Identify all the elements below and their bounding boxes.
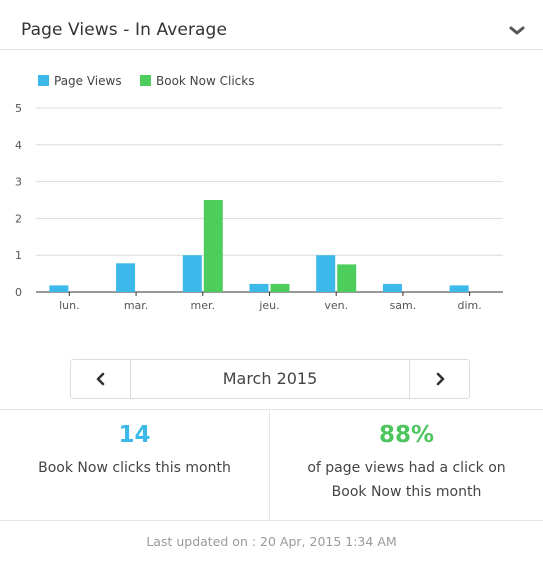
click-ratio-value: 88% (378, 422, 435, 448)
legend-label-1: Page Views (54, 74, 122, 88)
chevron-left-icon (96, 372, 104, 386)
bar-page-views-4 (249, 283, 269, 292)
bar-page-views-6 (382, 283, 402, 292)
bar-page-views-7 (449, 285, 469, 292)
legend-label-2: Book Now Clicks (156, 74, 254, 88)
click-ratio-stat: 88% of page views had a click on Book No… (270, 410, 543, 521)
bar-book-now-clicks-4 (270, 283, 290, 292)
chevron-down-icon (509, 26, 525, 35)
bar-book-now-clicks-5 (337, 264, 357, 292)
x-tick-label-4: jeu. (258, 299, 279, 312)
x-tick-label-6: sam. (390, 299, 417, 312)
legend-swatch-2 (140, 75, 151, 86)
panel-header: Page Views - In Average (0, 0, 543, 50)
y-tick-label-4: 4 (15, 139, 22, 152)
x-tick-label-7: dim. (458, 299, 482, 312)
last-updated-text: Last updated on : 20 Apr, 2015 1:34 AM (146, 534, 397, 549)
panel-title: Page Views - In Average (21, 20, 228, 40)
previous-month-button[interactable] (71, 360, 131, 398)
bar-page-views-3 (182, 255, 202, 292)
bar-page-views-5 (316, 255, 336, 292)
bar-page-views-2 (116, 263, 136, 292)
next-month-button[interactable] (409, 360, 469, 398)
book-now-clicks-value: 14 (118, 422, 151, 448)
y-tick-label-1: 1 (15, 249, 22, 262)
bar-page-views-1 (49, 285, 69, 292)
y-tick-label-5: 5 (15, 102, 22, 115)
chevron-right-icon (436, 372, 444, 386)
x-tick-label-1: lun. (59, 299, 80, 312)
legend-swatch-1 (38, 75, 49, 86)
book-now-clicks-stat: 14 Book Now clicks this month (0, 410, 270, 521)
book-now-clicks-caption: Book Now clicks this month (38, 460, 231, 476)
monthly-stats: 14 Book Now clicks this month 88% of pag… (0, 409, 543, 521)
collapse-button[interactable] (509, 22, 525, 35)
x-tick-label-2: mar. (124, 299, 148, 312)
x-tick-label-3: mer. (191, 299, 216, 312)
y-tick-label-2: 2 (15, 212, 22, 225)
y-tick-label-0: 0 (15, 286, 22, 299)
page-views-chart: Page Views Book Now Clicks 0 1 2 3 4 5 lun. mar. m… (15, 74, 503, 312)
y-tick-label-3: 3 (15, 176, 22, 189)
month-navigator: March 2015 (70, 359, 470, 399)
click-ratio-caption: of page views had a click on Book Now th… (307, 460, 506, 500)
x-tick-label-5: ven. (324, 299, 348, 312)
chart-area: Page Views Book Now Clicks 0 1 2 3 4 5 lun. mar. m… (0, 50, 543, 350)
current-month-label: March 2015 (222, 369, 318, 388)
bar-book-now-clicks-3 (203, 200, 223, 292)
